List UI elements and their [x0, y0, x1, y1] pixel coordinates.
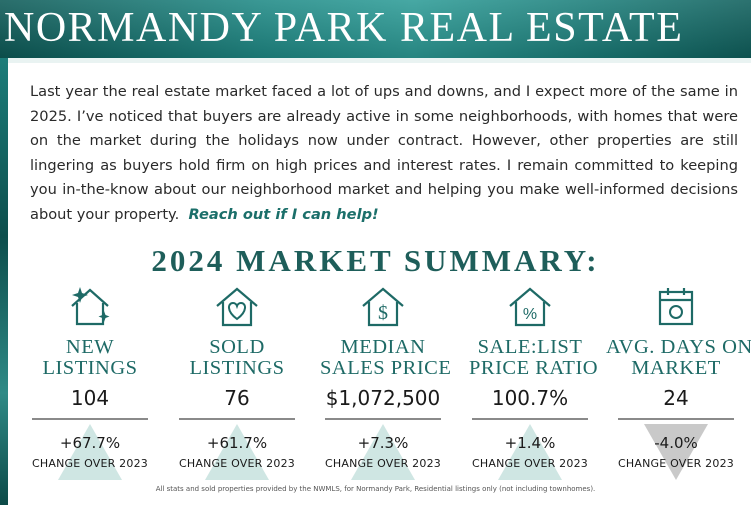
change-block: +7.3% CHANGE OVER 2023 — [320, 422, 446, 482]
arrow-down-icon — [644, 423, 708, 480]
header-banner: NORMANDY PARK REAL ESTATE — [0, 0, 751, 58]
change-percent: +1.4% — [504, 433, 556, 452]
stat-sold-listings: SOLD LISTINGS 76 +61.7% CHANGE OVER 2023 — [176, 282, 298, 482]
stat-value: 24 — [663, 386, 689, 410]
change-percent: +7.3% — [357, 433, 409, 452]
calendar-icon — [658, 288, 694, 326]
change-label: CHANGE OVER 2023 — [472, 456, 588, 470]
change-block: +67.7% CHANGE OVER 2023 — [29, 422, 151, 482]
house-percent-icon: % — [509, 287, 551, 327]
stat-label-line1: SOLD — [209, 336, 265, 358]
change-percent: +61.7% — [206, 433, 268, 452]
svg-text:$: $ — [378, 302, 388, 324]
stat-label-line2: MARKET — [631, 357, 721, 379]
change-label: CHANGE OVER 2023 — [325, 456, 441, 470]
svg-text:%: % — [523, 306, 537, 323]
arrow-up-icon — [498, 423, 562, 480]
house-dollar-icon: $ — [362, 287, 404, 327]
cta-link[interactable]: Reach out if I can help! — [188, 205, 379, 223]
arrow-up-icon — [205, 423, 269, 480]
stat-value: 100.7% — [491, 386, 569, 410]
banner-shade — [0, 0, 751, 58]
change-label: CHANGE OVER 2023 — [179, 456, 295, 470]
change-percent: +67.7% — [59, 433, 121, 452]
stat-avg-days-on-market: AVG. DAYS ON MARKET 24 -4.0% CHANGE OVER… — [606, 282, 751, 482]
arrow-up-icon — [58, 423, 122, 480]
change-percent: -4.0% — [654, 433, 698, 452]
stat-label-line2: PRICE RATIO — [469, 357, 599, 379]
left-decorative-strip — [0, 58, 8, 505]
stat-value: 104 — [70, 386, 110, 410]
stat-label-line1: MEDIAN — [340, 336, 426, 358]
stat-median-sales-price: $ MEDIAN SALES PRICE $1,072,500 +7.3% CH… — [320, 282, 452, 482]
change-block: +1.4% CHANGE OVER 2023 — [469, 422, 591, 482]
divider — [32, 418, 148, 420]
change-label: CHANGE OVER 2023 — [618, 456, 734, 470]
change-block: +61.7% CHANGE OVER 2023 — [176, 422, 298, 482]
stat-label-line1: SALE:LIST — [477, 336, 583, 358]
house-heart-icon — [216, 287, 258, 327]
change-block: -4.0% CHANGE OVER 2023 — [606, 422, 746, 482]
divider — [618, 418, 734, 420]
stat-label-line1: NEW — [65, 336, 115, 358]
stat-sale-list-ratio: % SALE:LIST PRICE RATIO 100.7% +1.4% CHA… — [469, 282, 599, 482]
stat-label-line1: AVG. DAYS ON — [606, 336, 751, 358]
stat-label-line2: LISTINGS — [189, 357, 285, 379]
intro-text: Last year the real estate market faced a… — [30, 83, 738, 223]
stat-label-line2: LISTINGS — [42, 357, 138, 379]
divider — [179, 418, 295, 420]
stat-value: 76 — [224, 386, 250, 410]
market-summary-title: 2024 MARKET SUMMARY: — [151, 243, 600, 278]
divider — [325, 418, 441, 420]
house-sparkle-icon — [71, 287, 110, 326]
arrow-up-icon — [351, 423, 415, 480]
stat-value: $1,072,500 — [325, 386, 441, 410]
footnote: All stats and sold properties provided b… — [155, 485, 596, 493]
stat-label-line2: SALES PRICE — [320, 357, 452, 379]
page-title: NORMANDY PARK REAL ESTATE — [4, 5, 684, 51]
change-label: CHANGE OVER 2023 — [32, 456, 148, 470]
intro-paragraph: Last year the real estate market faced a… — [30, 80, 738, 228]
stat-new-listings: NEW LISTINGS 104 +67.7% CHANGE OVER 2023 — [29, 282, 151, 482]
divider — [472, 418, 588, 420]
